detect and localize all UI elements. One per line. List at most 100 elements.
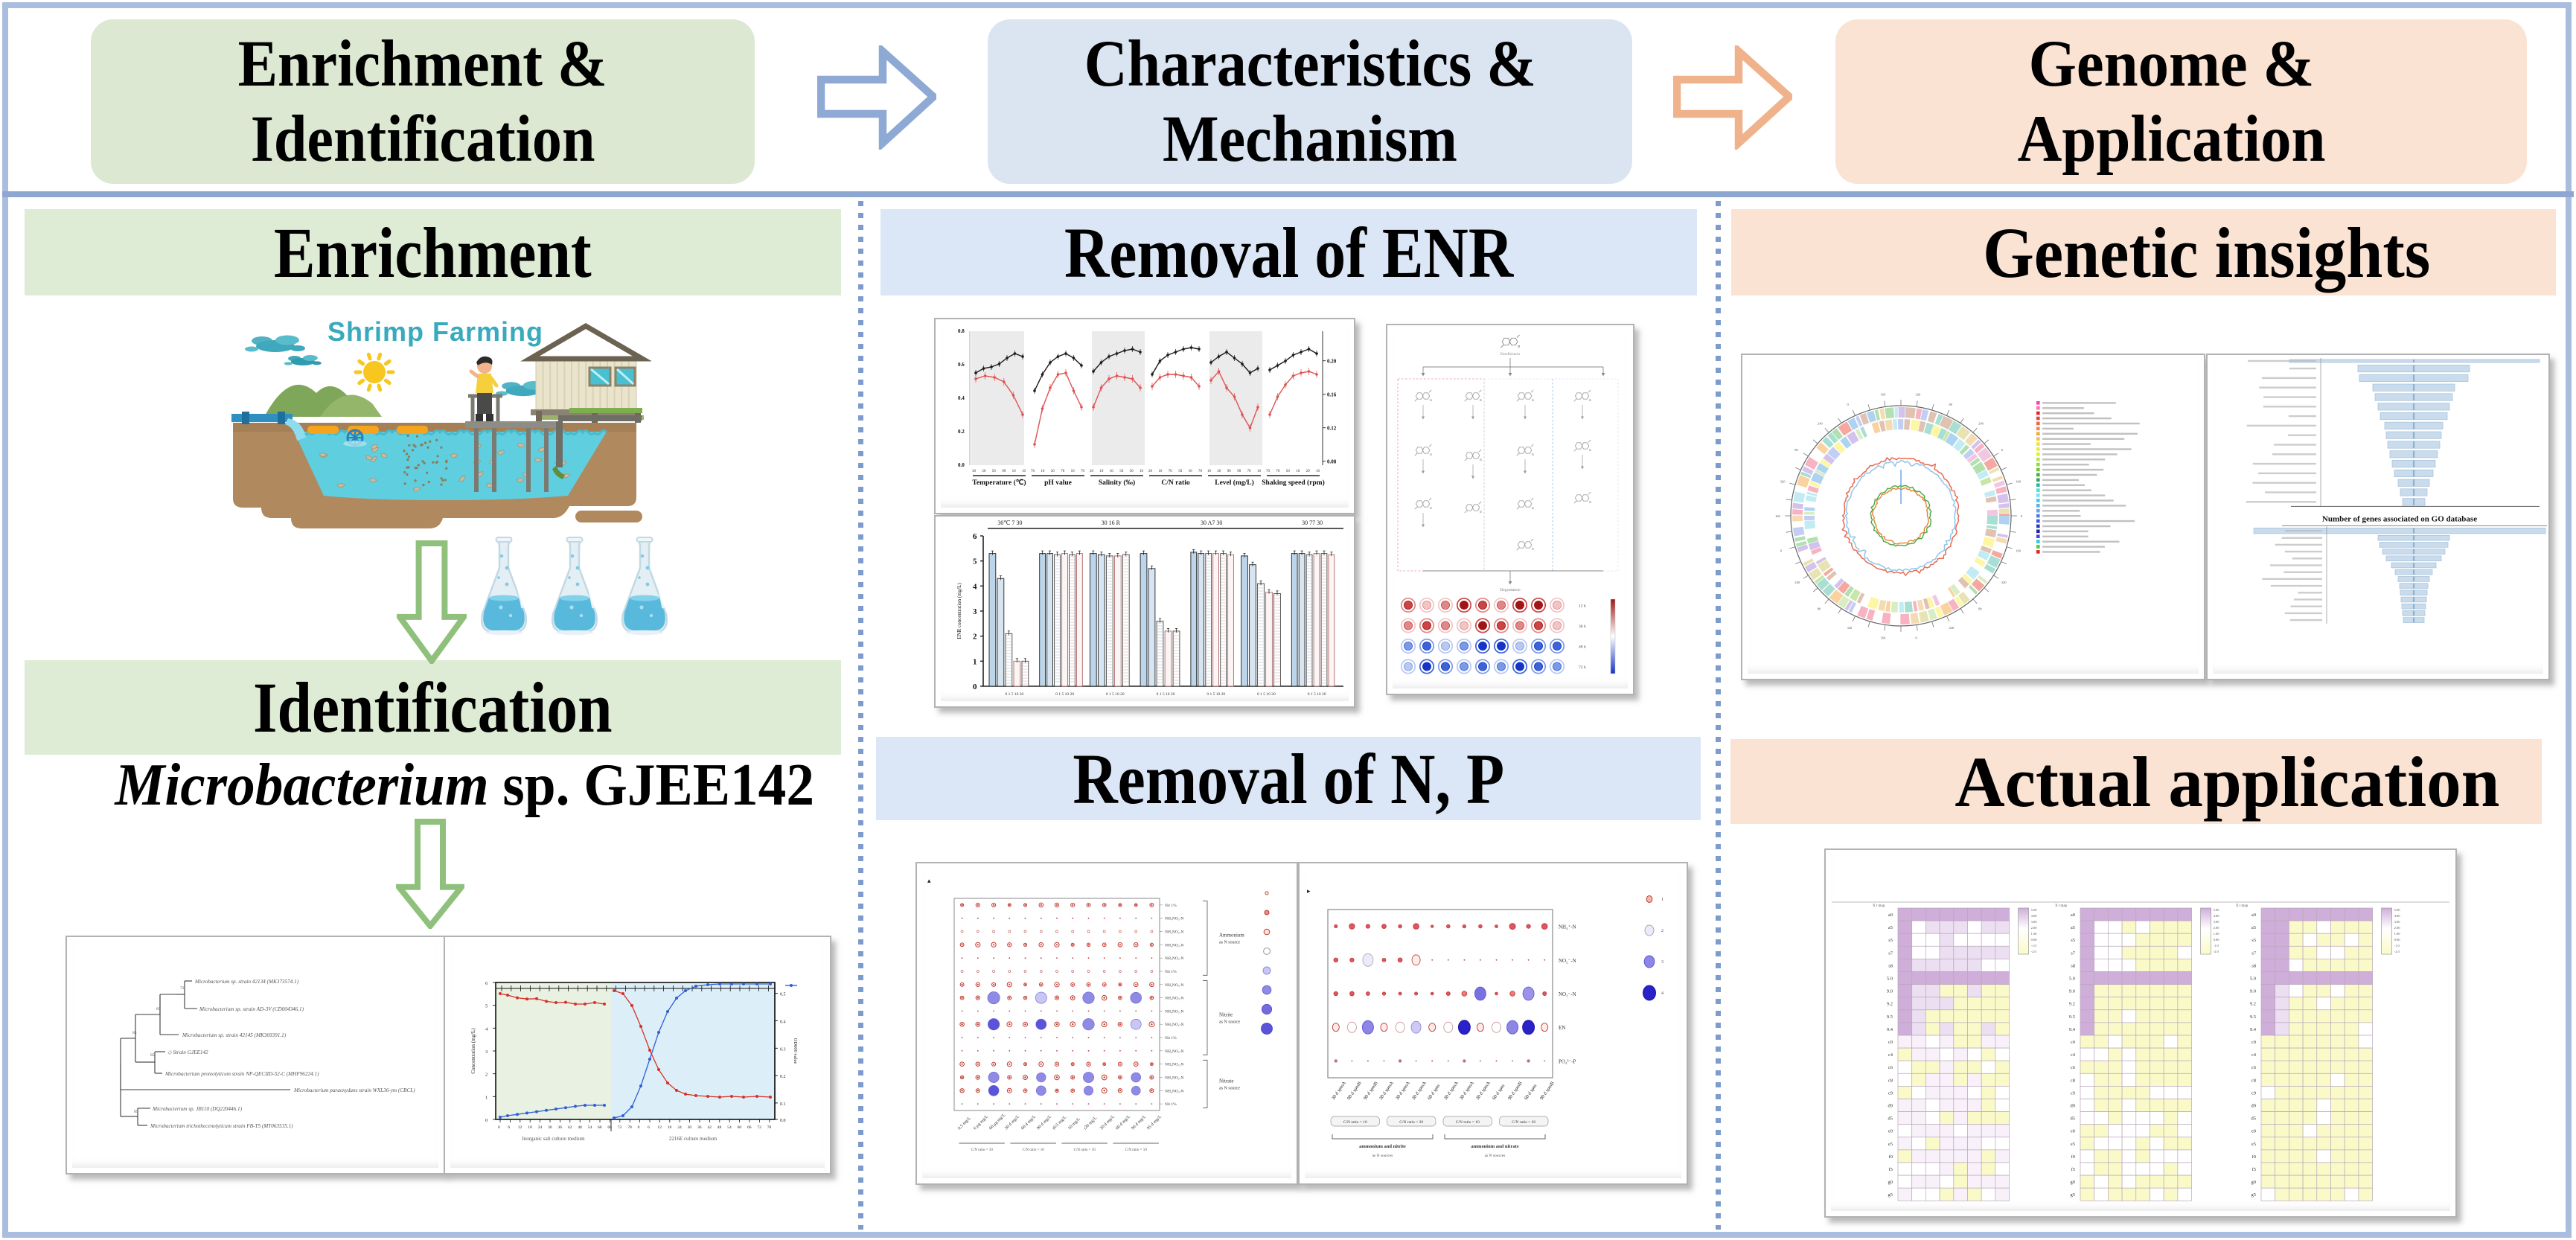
- svg-text:85: 85: [132, 1031, 137, 1035]
- svg-text:g0: g0: [1888, 1180, 1893, 1185]
- svg-text:Microbacterium sp. JB110 (DQ22: Microbacterium sp. JB110 (DQ220446.1): [152, 1106, 243, 1112]
- svg-text:6 μg mg/L: 6 μg mg/L: [973, 1114, 989, 1131]
- svg-text:Nit 1%: Nit 1%: [1165, 1036, 1177, 1041]
- svg-text:C/N ratio = 20: C/N ratio = 20: [1399, 1120, 1423, 1125]
- svg-text:-1.0: -1.0: [2214, 944, 2219, 947]
- svg-text:1: 1: [1661, 898, 1663, 902]
- svg-text:30 d spmA: 30 d spmA: [1331, 1081, 1347, 1102]
- svg-text:C/N ratio = 10: C/N ratio = 10: [1456, 1120, 1480, 1125]
- svg-text:s8: s8: [2071, 963, 2075, 968]
- svg-text:48: 48: [717, 1125, 722, 1130]
- svg-text:r20 mg/L: r20 mg/L: [1083, 1116, 1098, 1131]
- svg-text:Nitrite: Nitrite: [1219, 1012, 1233, 1017]
- svg-text:30℃ 7 30: 30℃ 7 30: [997, 520, 1022, 526]
- svg-text:f5: f5: [2071, 1167, 2075, 1172]
- svg-text:20 d mg/L: 20 d mg/L: [1099, 1114, 1116, 1131]
- svg-text:48: 48: [578, 1125, 582, 1130]
- svg-text:72 h: 72 h: [1579, 665, 1586, 670]
- svg-text:0.4: 0.4: [780, 1020, 786, 1025]
- svg-text:60 d spm: 60 d spm: [1492, 1084, 1506, 1102]
- svg-text:Enrofloxacin: Enrofloxacin: [1500, 353, 1521, 357]
- svg-text:30 A7 30: 30 A7 30: [1201, 520, 1222, 526]
- svg-text:EN: EN: [1559, 1025, 1565, 1031]
- svg-text:50: 50: [1286, 470, 1291, 473]
- svg-text:4.00: 4.00: [2214, 914, 2220, 918]
- svg-text:NO₂⁻-N: NO₂⁻-N: [1559, 958, 1576, 964]
- svg-text:60 d mg/L: 60 d mg/L: [1020, 1114, 1037, 1131]
- svg-text:320: 320: [1780, 480, 1786, 484]
- svg-text:Microbacterium sp. strain 4214: Microbacterium sp. strain 42145 (MK36939…: [182, 1032, 287, 1038]
- svg-text:160: 160: [1881, 393, 1887, 397]
- svg-text:30: 30: [1051, 470, 1055, 473]
- svg-text:0.12: 0.12: [1327, 426, 1337, 432]
- svg-text:6: 6: [485, 981, 488, 986]
- svg-text:85: 85: [156, 1007, 161, 1012]
- svg-text:c9: c9: [1888, 1090, 1893, 1096]
- svg-text:10: 10: [1110, 470, 1114, 473]
- svg-text:85: 85: [134, 1110, 138, 1114]
- svg-text:g5: g5: [2071, 1192, 2076, 1198]
- svg-text:72: 72: [618, 1125, 622, 1130]
- svg-text:NH₄NO₃-N: NH₄NO₃-N: [1165, 1063, 1184, 1067]
- svg-text:10: 10: [1296, 470, 1300, 473]
- svg-text:0 1 5 10 20: 0 1 5 10 20: [1308, 692, 1326, 697]
- svg-text:2: 2: [973, 633, 977, 642]
- svg-text:e5: e5: [2251, 1142, 2256, 1147]
- svg-text:5.0: 5.0: [2069, 977, 2075, 982]
- svg-text:2: 2: [485, 1073, 488, 1078]
- svg-text:0 1 5 10 20: 0 1 5 10 20: [1206, 692, 1225, 697]
- svg-text:320: 320: [2001, 581, 2007, 584]
- svg-text:9.0: 9.0: [2250, 989, 2256, 994]
- svg-text:a0: a0: [2251, 913, 2256, 918]
- svg-text:s5: s5: [2251, 938, 2256, 943]
- svg-text:70: 70: [1031, 470, 1035, 473]
- svg-text:0.16: 0.16: [1327, 392, 1337, 398]
- svg-text:4.00: 4.00: [2031, 914, 2038, 918]
- svg-text:0: 0: [1916, 636, 1918, 639]
- svg-text:78: 78: [627, 1125, 632, 1130]
- svg-text:g5: g5: [2251, 1192, 2257, 1198]
- svg-text:▸: ▸: [1307, 887, 1311, 895]
- svg-text:5.00: 5.00: [2031, 908, 2038, 912]
- svg-text:9.4: 9.4: [2069, 1027, 2076, 1032]
- svg-text:NH₄NO₃-N: NH₄NO₃-N: [1165, 1023, 1184, 1027]
- svg-text:42: 42: [707, 1125, 712, 1130]
- svg-text:0.00: 0.00: [2031, 938, 2038, 942]
- svg-text:-2.0: -2.0: [2394, 950, 2400, 953]
- svg-text:0.6: 0.6: [958, 362, 965, 368]
- svg-text:4: 4: [485, 1026, 488, 1032]
- svg-text:Ammonium: Ammonium: [1219, 932, 1244, 938]
- svg-text:0 1 5 10 20: 0 1 5 10 20: [1257, 692, 1276, 697]
- svg-text:5: 5: [485, 1004, 488, 1009]
- svg-text:Level (mg/L): Level (mg/L): [1215, 479, 1254, 487]
- svg-text:s7: s7: [2251, 950, 2257, 956]
- svg-text:C/N ratio = 20: C/N ratio = 20: [1512, 1120, 1535, 1125]
- svg-text:e0: e0: [2251, 1129, 2256, 1134]
- svg-text:0.20: 0.20: [1327, 359, 1337, 365]
- svg-text:70: 70: [1081, 470, 1085, 473]
- svg-text:3.00: 3.00: [2394, 920, 2401, 924]
- svg-text:0: 0: [973, 683, 977, 691]
- svg-text:s7: s7: [2071, 950, 2076, 956]
- svg-text:f0: f0: [2252, 1154, 2256, 1160]
- svg-text:d5: d5: [1888, 1116, 1893, 1122]
- svg-text:0: 0: [498, 1125, 500, 1130]
- svg-text:NH₄NO₃-N: NH₄NO₃-N: [1165, 1076, 1184, 1081]
- svg-text:e5: e5: [2071, 1142, 2075, 1147]
- svg-text:70: 70: [1198, 470, 1203, 473]
- svg-text:X t map: X t map: [2236, 904, 2249, 908]
- svg-text:4: 4: [1661, 991, 1663, 996]
- svg-text:90 d mg/L: 90 d mg/L: [1131, 1114, 1147, 1131]
- svg-text:0.0: 0.0: [780, 1119, 786, 1123]
- svg-text:1.00: 1.00: [2031, 932, 2038, 936]
- svg-text:36: 36: [697, 1125, 702, 1130]
- svg-text:-2.0: -2.0: [2031, 950, 2037, 953]
- svg-text:c0: c0: [2071, 1040, 2075, 1045]
- svg-text:as N source: as N source: [1219, 1086, 1240, 1090]
- svg-text:C/N ratio = 10: C/N ratio = 10: [1023, 1148, 1045, 1152]
- svg-text:90: 90: [1002, 470, 1006, 473]
- svg-text:9.5: 9.5: [2250, 1014, 2256, 1020]
- svg-text:a0: a0: [2071, 913, 2075, 918]
- svg-text:18: 18: [668, 1125, 672, 1130]
- svg-text:c4: c4: [1888, 1052, 1893, 1058]
